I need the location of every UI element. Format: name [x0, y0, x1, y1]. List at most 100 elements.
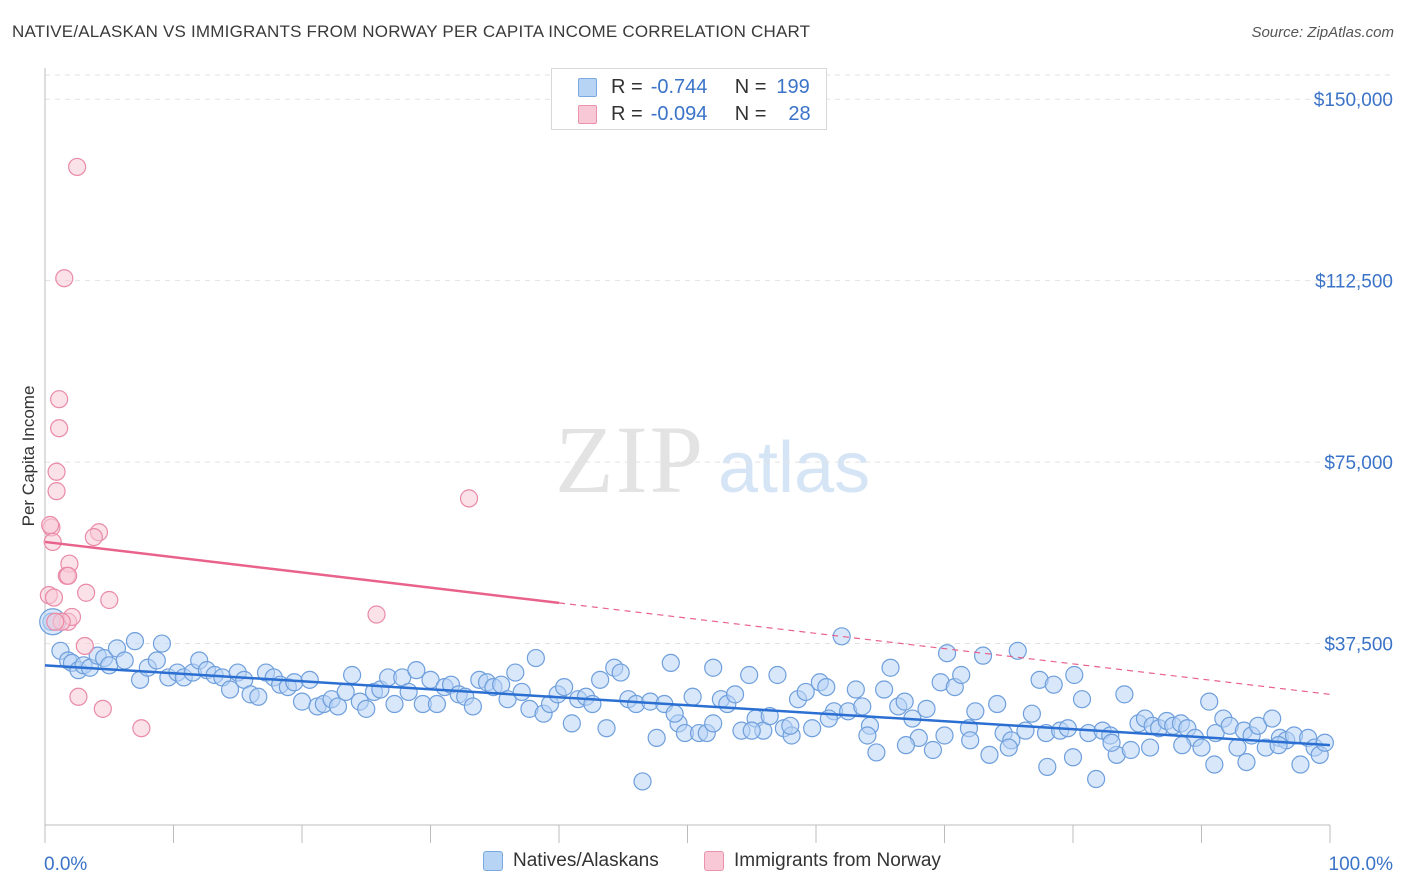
natives-point — [115, 651, 134, 670]
natives-point — [704, 658, 723, 677]
natives-point — [1315, 733, 1334, 752]
natives-point — [611, 663, 630, 682]
natives-point — [937, 644, 957, 663]
natives-point — [512, 682, 531, 702]
natives-point — [1008, 641, 1027, 660]
natives-point — [1022, 704, 1041, 723]
natives-point — [661, 653, 680, 673]
natives-point — [633, 772, 652, 791]
natives-point — [1263, 709, 1282, 728]
watermark: ZIP atlas — [555, 406, 870, 513]
natives-point — [980, 745, 999, 764]
legend-item-norway: Immigrants from Norway — [704, 850, 941, 872]
natives-point — [1063, 748, 1083, 767]
natives-point — [1248, 716, 1268, 735]
natives-point — [1205, 755, 1224, 774]
natives-point — [1291, 755, 1310, 774]
natives-point — [875, 680, 894, 699]
norway-point — [84, 527, 103, 547]
natives-point — [147, 651, 166, 670]
stats-r-label: R = — [611, 102, 643, 125]
natives-point — [683, 687, 702, 706]
natives-point — [591, 670, 610, 689]
stats-swatch-norway — [578, 104, 597, 124]
natives-point — [1269, 736, 1288, 755]
natives-point — [1173, 736, 1192, 755]
natives-point — [988, 694, 1007, 714]
y-tick-label: $150,000 — [1314, 90, 1393, 111]
natives-point — [220, 680, 240, 699]
norway-point — [69, 687, 88, 706]
natives-point — [952, 665, 971, 685]
natives-point — [100, 656, 119, 675]
natives-point — [597, 719, 616, 738]
natives-point — [562, 714, 581, 733]
natives-point — [125, 632, 145, 651]
stats-n-value: 199 — [776, 75, 810, 98]
natives-point — [249, 687, 268, 706]
natives-point — [742, 721, 761, 740]
natives-point — [781, 716, 800, 735]
norway-point — [77, 583, 96, 602]
natives-point — [300, 670, 319, 689]
stats-row-norway: R = -0.094 N = 28 — [552, 100, 811, 128]
natives-trend-line — [44, 664, 1331, 747]
stats-n-label: N = — [734, 75, 767, 98]
natives-point — [961, 731, 980, 750]
natives-point — [343, 665, 362, 685]
natives-point — [796, 682, 815, 702]
legend-swatch-natives — [483, 851, 503, 871]
natives-point — [1237, 752, 1256, 772]
natives-point — [935, 726, 954, 745]
norway-point — [459, 489, 479, 508]
legend-label-natives: Natives/Alaskans — [513, 850, 659, 871]
natives-point — [999, 738, 1018, 757]
natives-point — [760, 707, 779, 726]
stats-r-label: R = — [611, 75, 643, 98]
norway-trend-line — [44, 540, 560, 605]
stats-r-value: -0.094 — [650, 102, 708, 125]
trend-lines — [44, 540, 1331, 747]
natives-point — [1200, 692, 1219, 711]
natives-point — [1087, 769, 1106, 789]
natives-point — [1140, 738, 1160, 757]
norway-trend-line-dashed — [558, 602, 1331, 695]
natives-point — [1044, 675, 1063, 694]
x-tick-label: 100.0% — [1329, 854, 1394, 875]
gridlines — [45, 74, 1395, 645]
y-tick-label: $75,000 — [1324, 453, 1393, 474]
chart-title: NATIVE/ALASKAN VS IMMIGRANTS FROM NORWAY… — [12, 22, 811, 41]
norway-point — [41, 515, 60, 535]
y-axis-label: Per Capita Income — [19, 386, 38, 527]
natives-point — [1121, 740, 1140, 760]
natives-point — [555, 677, 574, 697]
norway-point — [93, 699, 112, 718]
norway-point — [59, 566, 78, 585]
natives-point — [1192, 738, 1211, 757]
natives-point — [917, 699, 936, 718]
series-norway-points — [39, 157, 479, 738]
natives-point — [725, 685, 745, 704]
natives-point — [357, 699, 376, 718]
bottom-legend: Natives/Alaskans Immigrants from Norway — [0, 850, 1406, 880]
natives-point — [896, 736, 916, 755]
natives-point — [867, 743, 886, 762]
natives-point — [427, 694, 447, 714]
norway-point — [367, 605, 386, 624]
stats-row-natives: R = -0.744 N = 199 — [552, 73, 810, 101]
norway-point — [100, 590, 119, 610]
natives-point — [1038, 757, 1057, 777]
natives-point — [328, 697, 348, 716]
natives-point — [740, 665, 759, 685]
stats-n-label: N = — [734, 102, 767, 125]
natives-point — [853, 697, 872, 716]
natives-point — [1102, 733, 1121, 752]
norway-point — [50, 419, 69, 438]
natives-point — [385, 694, 404, 714]
norway-point — [47, 482, 66, 501]
stats-legend: R = -0.744 N = 199 R = -0.094 N = 28 — [551, 68, 827, 130]
y-tick-label: $112,500 — [1315, 272, 1393, 293]
norway-point — [68, 157, 87, 177]
y-tick-labels: $37,500 $75,000 $112,500 $150,000 — [1314, 90, 1393, 655]
natives-point — [817, 677, 836, 697]
